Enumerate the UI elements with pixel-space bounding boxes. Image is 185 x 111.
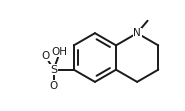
Text: N: N (133, 28, 141, 38)
Text: OH: OH (52, 47, 68, 57)
Text: S: S (50, 65, 57, 75)
Text: O: O (41, 51, 50, 61)
Text: O: O (49, 81, 58, 91)
